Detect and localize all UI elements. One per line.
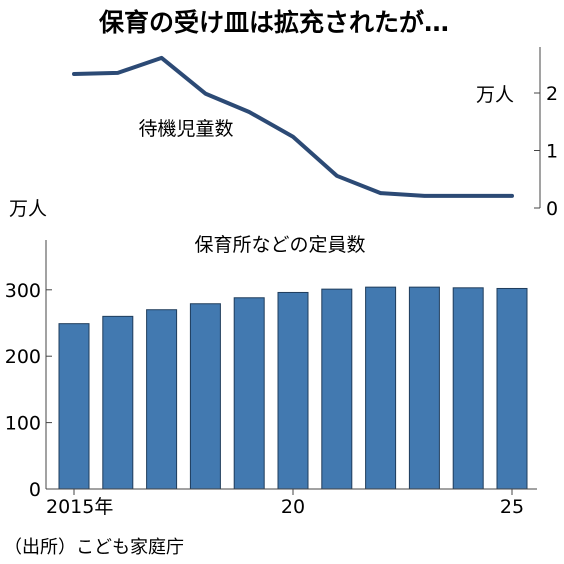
bar-x-tick-label: 20 (281, 496, 305, 518)
bar (365, 286, 397, 490)
chart-headline: 保育の受け皿は拡充されたが… (98, 8, 449, 37)
bar-x-tick-label: 25 (500, 496, 524, 518)
source-note: （出所）こども家庭庁 (4, 537, 184, 558)
line-series-label: 待機児童数 (138, 118, 233, 140)
bar-y-tick-label: 200 (5, 346, 41, 368)
bar-y-tick-label: 0 (29, 479, 41, 501)
bar (452, 287, 484, 490)
capacity-bar-chart: 万人 保育所などの定員数 0 100 200 300 2015年 20 25 (5, 198, 537, 518)
bar (321, 288, 353, 490)
bar-y-tick-label: 300 (5, 280, 41, 302)
bar-unit-label: 万人 (9, 198, 47, 220)
bar (496, 287, 528, 490)
line-y-tick-label: 1 (546, 141, 558, 163)
bar (146, 309, 178, 490)
bar (189, 303, 221, 490)
bar (102, 315, 134, 490)
bar-chart-title: 保育所などの定員数 (194, 234, 365, 256)
line-y-tick-label: 0 (546, 198, 558, 220)
line-y-tick-label: 2 (546, 83, 558, 105)
bar (277, 291, 309, 490)
bar (233, 297, 265, 490)
bar-y-tick-label: 100 (5, 413, 41, 435)
waiting-children-line-chart: 万人 待機児童数 0 1 2 (72, 47, 558, 220)
bar (408, 286, 440, 490)
bar (58, 323, 90, 490)
bar-x-tick-label: 2015年 (46, 496, 113, 518)
line-unit-label: 万人 (476, 84, 514, 106)
